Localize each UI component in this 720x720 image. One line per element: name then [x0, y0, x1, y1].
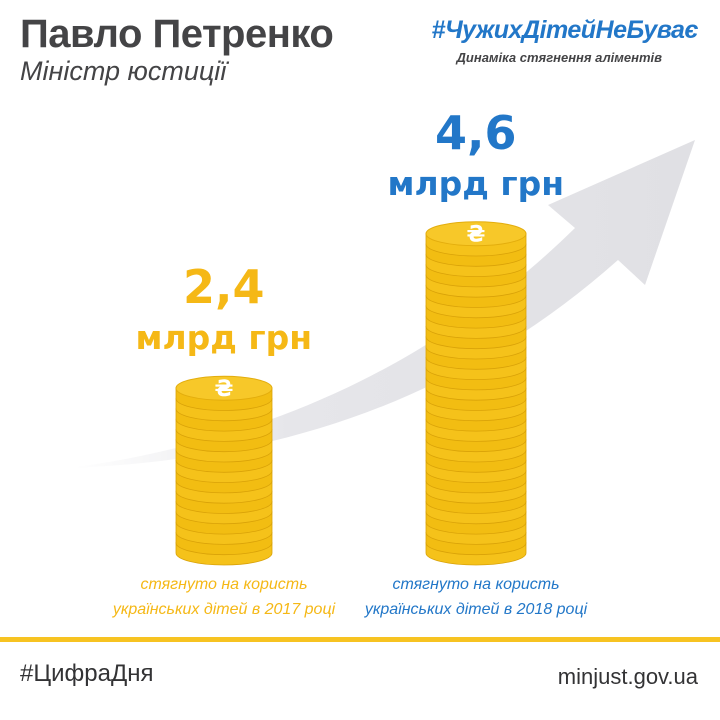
- page-subtitle-role: Міністр юстиції: [20, 56, 227, 86]
- footer-hashtag[interactable]: #ЦифраДня: [20, 660, 154, 687]
- coin-stack-bar-2018: ₴: [425, 221, 527, 566]
- caption-2018: стягнуто на користь українських дітей в …: [336, 572, 616, 622]
- campaign-hashtag[interactable]: #ЧужихДітейНеБуває: [431, 16, 699, 44]
- caption-2018-line-2: українських дітей в 2018 році: [364, 601, 588, 618]
- trend-arrow-icon: [70, 140, 695, 468]
- chart-subtitle: Динаміка стягнення аліментів: [456, 50, 662, 65]
- data-label-2017-value: 2,4: [183, 260, 265, 315]
- caption-2018-line-1: стягнуто на користь: [392, 576, 560, 593]
- page-title: Павло Петренко: [20, 12, 334, 56]
- caption-2017-line-2: українських дітей в 2017 році: [112, 601, 336, 618]
- data-label-2017-unit: млрд грн: [135, 318, 313, 358]
- caption-2017-line-1: стягнуто на користь: [140, 576, 308, 593]
- data-label-2018-unit: млрд грн: [387, 163, 565, 203]
- hryvnia-icon: ₴: [467, 223, 486, 248]
- coin-stack-bar-2017: ₴: [175, 375, 273, 566]
- footer-divider: [0, 637, 720, 642]
- hryvnia-icon: ₴: [215, 377, 234, 402]
- caption-2017: стягнуто на користь українських дітей в …: [84, 572, 364, 622]
- footer-website-link[interactable]: minjust.gov.ua: [557, 664, 698, 689]
- data-label-2018-value: 4,6: [435, 105, 517, 160]
